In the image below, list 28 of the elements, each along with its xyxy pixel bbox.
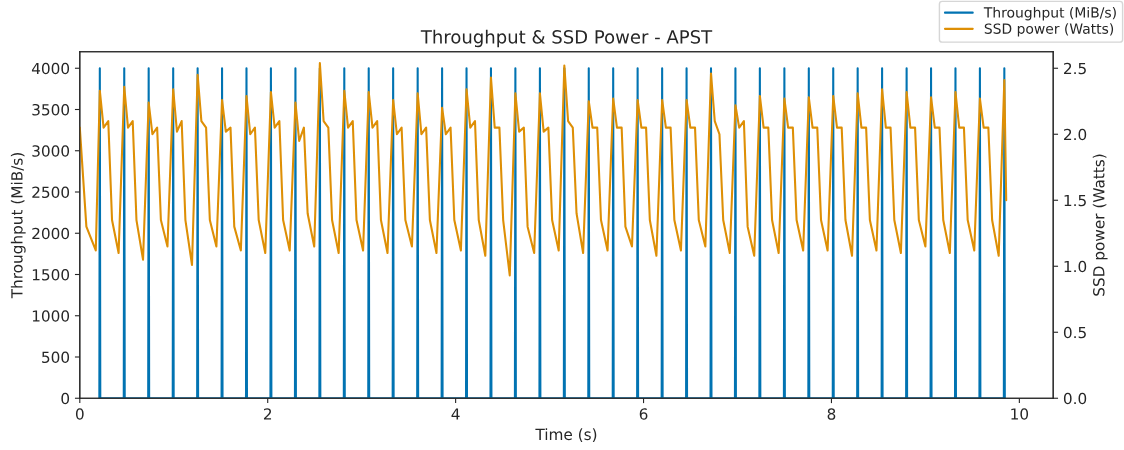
y-tick-label: 2500: [32, 186, 70, 199]
y2-tick-label: 2.0: [1064, 128, 1087, 141]
y-tick-label: 1000: [32, 310, 70, 322]
y2-tick-label: 0.0: [1063, 392, 1087, 405]
y-tick-label: 2000: [32, 227, 70, 240]
y-axis-title: Throughput (MiB/s): [10, 153, 26, 299]
x-tick-label: 6: [639, 408, 648, 420]
y-tick-label: 500: [42, 351, 70, 364]
y-tick-label: 3500: [32, 103, 70, 116]
y-tick-label: 4000: [31, 62, 70, 75]
x-tick-label: 0: [75, 408, 84, 420]
line-series: [79, 61, 1008, 277]
y-tick-label: 3000: [32, 145, 70, 157]
chart-title: Throughput & SSD Power - APST: [420, 29, 713, 48]
legend-label: SSD power (Watts): [984, 23, 1114, 37]
x-tick-label: 10: [1011, 408, 1029, 420]
y-tick-label: 0: [61, 392, 70, 405]
y2-tick-label: 2.5: [1064, 62, 1086, 75]
x-tick-label: 8: [827, 408, 836, 420]
y2-axis-title: SSD power (Watts): [1092, 154, 1108, 296]
y2-tick-label: 0.5: [1063, 326, 1086, 339]
y2-tick-label: 1.5: [1064, 194, 1086, 207]
y2-tick-label: 1.0: [1064, 260, 1087, 273]
x-tick-label: 2: [263, 408, 272, 420]
x-tick-label: 4: [451, 408, 460, 420]
x-axis-title: Time (s): [535, 428, 597, 442]
y-tick-label: 1500: [32, 268, 70, 281]
legend-label: Throughput (MiB/s): [983, 6, 1116, 21]
